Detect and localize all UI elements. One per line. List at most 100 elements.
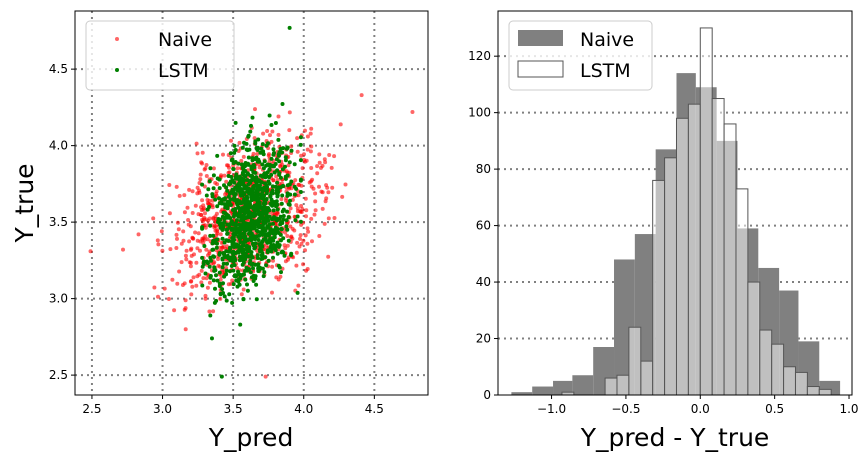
point-lstm [241, 216, 246, 221]
point-lstm [220, 287, 225, 292]
point-naive [309, 126, 314, 131]
point-lstm [237, 237, 242, 242]
point-naive [332, 216, 337, 220]
point-lstm [243, 164, 247, 169]
point-naive [186, 222, 191, 227]
point-lstm [249, 198, 254, 203]
lstm-bar [818, 388, 832, 396]
point-lstm [265, 217, 270, 222]
point-naive [205, 198, 210, 202]
point-lstm [224, 272, 229, 277]
point-lstm [240, 206, 244, 211]
point-lstm [247, 205, 252, 210]
point-naive [88, 249, 93, 254]
point-lstm [248, 180, 253, 185]
point-naive [160, 248, 165, 253]
point-lstm [272, 164, 276, 169]
point-lstm [232, 180, 237, 185]
point-lstm [298, 219, 303, 224]
point-lstm [214, 245, 219, 250]
point-lstm [253, 204, 258, 209]
point-lstm [288, 198, 292, 203]
point-lstm [245, 268, 250, 273]
point-lstm [222, 252, 226, 257]
point-naive [304, 208, 309, 213]
point-lstm [231, 282, 236, 287]
point-naive [190, 189, 195, 194]
point-lstm [251, 184, 256, 189]
point-naive [183, 298, 188, 303]
point-naive [187, 260, 192, 265]
point-naive [212, 225, 217, 230]
point-lstm [235, 218, 239, 223]
point-lstm [221, 281, 225, 286]
point-naive [167, 183, 172, 187]
hist-legend-naive-label: Naive [580, 29, 634, 51]
point-lstm [262, 159, 267, 164]
point-lstm [237, 254, 242, 259]
point-lstm [248, 215, 253, 220]
point-lstm [294, 186, 299, 191]
point-lstm [255, 148, 260, 152]
point-lstm [225, 261, 229, 266]
point-naive [327, 153, 332, 157]
point-lstm [256, 137, 261, 142]
point-lstm [253, 141, 258, 146]
point-naive [289, 144, 294, 149]
point-naive [326, 254, 331, 259]
point-lstm [275, 168, 280, 173]
point-naive [317, 152, 322, 157]
lstm-bar [806, 386, 820, 396]
point-lstm [266, 206, 271, 210]
point-lstm [236, 277, 241, 282]
point-lstm [254, 222, 258, 227]
point-lstm [251, 273, 256, 278]
point-lstm [223, 204, 228, 209]
point-lstm [281, 217, 286, 222]
point-lstm [262, 270, 267, 275]
point-naive [183, 253, 188, 258]
point-lstm [245, 195, 250, 200]
point-naive [276, 114, 281, 119]
point-naive [203, 166, 208, 171]
lstm-bar [699, 27, 713, 396]
point-lstm [286, 202, 291, 207]
point-lstm [249, 194, 254, 199]
point-lstm [277, 265, 282, 270]
point-naive [270, 264, 275, 269]
point-lstm [254, 219, 259, 224]
point-lstm [272, 200, 277, 204]
point-naive [266, 153, 271, 158]
point-lstm [239, 191, 243, 196]
point-naive [287, 128, 292, 133]
point-naive [298, 236, 302, 241]
point-lstm [237, 214, 242, 219]
point-naive [315, 171, 320, 176]
point-lstm [226, 249, 231, 254]
point-lstm [245, 282, 249, 287]
point-lstm [269, 230, 274, 235]
point-lstm [252, 246, 257, 251]
point-naive [255, 152, 260, 156]
lstm-bar [640, 360, 654, 396]
y-tick-label: 40 [476, 275, 491, 289]
point-lstm [245, 198, 250, 203]
point-naive [199, 160, 204, 165]
point-lstm [281, 146, 286, 151]
point-naive [315, 164, 320, 169]
point-naive [189, 279, 194, 284]
point-lstm [213, 286, 217, 291]
point-naive [313, 208, 318, 213]
point-naive [313, 191, 318, 196]
point-lstm [280, 150, 284, 155]
point-naive [193, 230, 198, 235]
point-lstm [231, 259, 236, 264]
x-tick-label: 0.5 [765, 402, 784, 416]
point-naive [201, 203, 206, 208]
point-lstm [270, 188, 275, 193]
point-naive [303, 248, 307, 253]
point-lstm [215, 278, 220, 283]
point-naive [303, 196, 308, 201]
point-lstm [225, 253, 230, 258]
point-lstm [224, 268, 229, 273]
